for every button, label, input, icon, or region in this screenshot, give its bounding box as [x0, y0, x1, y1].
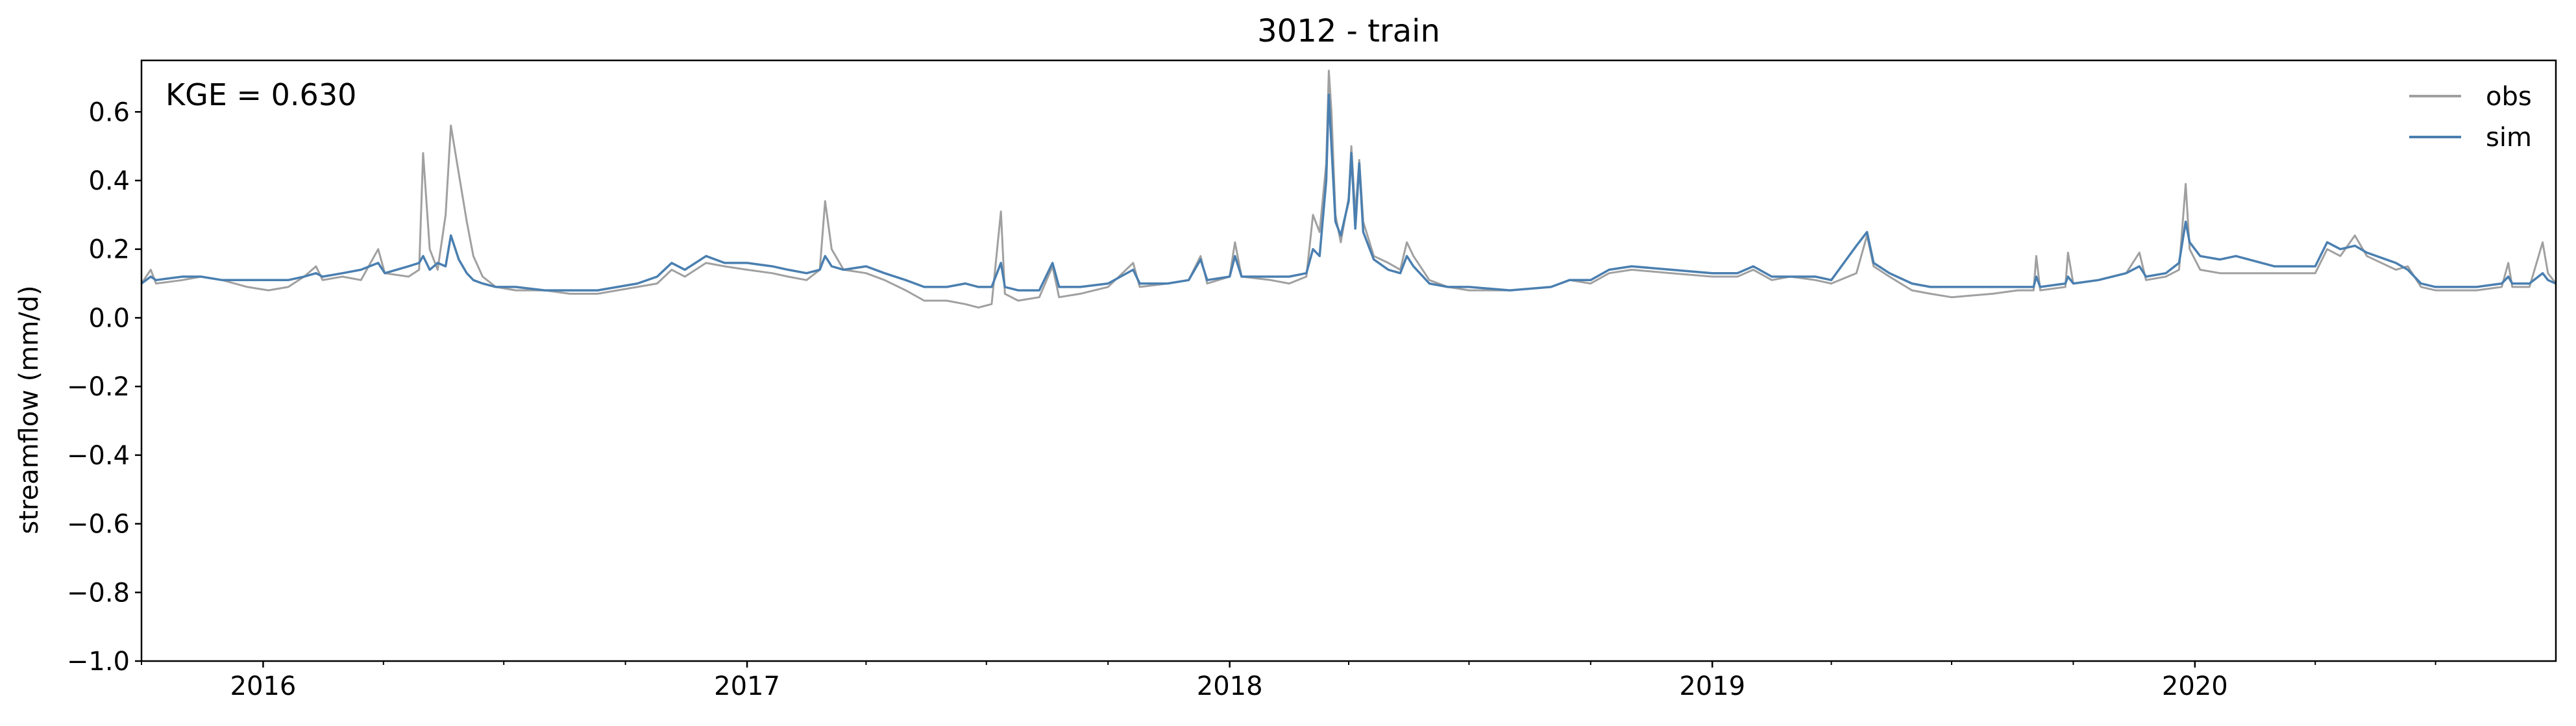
y-tick-label: 0.4 — [88, 166, 130, 196]
y-tick-label: 0.2 — [88, 235, 130, 265]
series-line-sim — [140, 94, 2557, 292]
y-tick-label: −1.0 — [67, 647, 130, 677]
y-axis-ticks: 0.6 0.4 0.2 0.0 −0.2 −0.4 −0.6 −0.8 −1.0 — [67, 97, 141, 677]
legend-label-sim: sim — [2486, 123, 2532, 153]
y-tick-label: −0.8 — [67, 578, 130, 608]
chart-title: 3012 - train — [1257, 13, 1440, 49]
legend-label-obs: obs — [2486, 82, 2532, 112]
x-tick-label: 2018 — [1197, 671, 1263, 701]
y-tick-label: 0.6 — [88, 97, 130, 127]
legend: obs sim — [2409, 82, 2532, 153]
y-axis-label: streamflow (mm/d) — [14, 285, 44, 534]
y-tick-label: 0.0 — [88, 303, 130, 333]
x-axis-ticks: 2016 2017 2018 2019 2020 — [141, 661, 2436, 701]
x-tick-label: 2017 — [714, 671, 780, 701]
x-tick-label: 2016 — [230, 671, 297, 701]
y-tick-label: −0.4 — [67, 441, 130, 471]
kge-annotation: KGE = 0.630 — [166, 77, 356, 112]
plot-frame — [140, 59, 2557, 662]
x-tick-label: 2020 — [2162, 671, 2228, 701]
series-line-obs — [140, 69, 2557, 309]
y-tick-label: −0.2 — [67, 372, 130, 402]
series-layer — [140, 69, 2557, 309]
y-tick-label: −0.6 — [67, 510, 130, 540]
x-tick-label: 2019 — [1679, 671, 1745, 701]
